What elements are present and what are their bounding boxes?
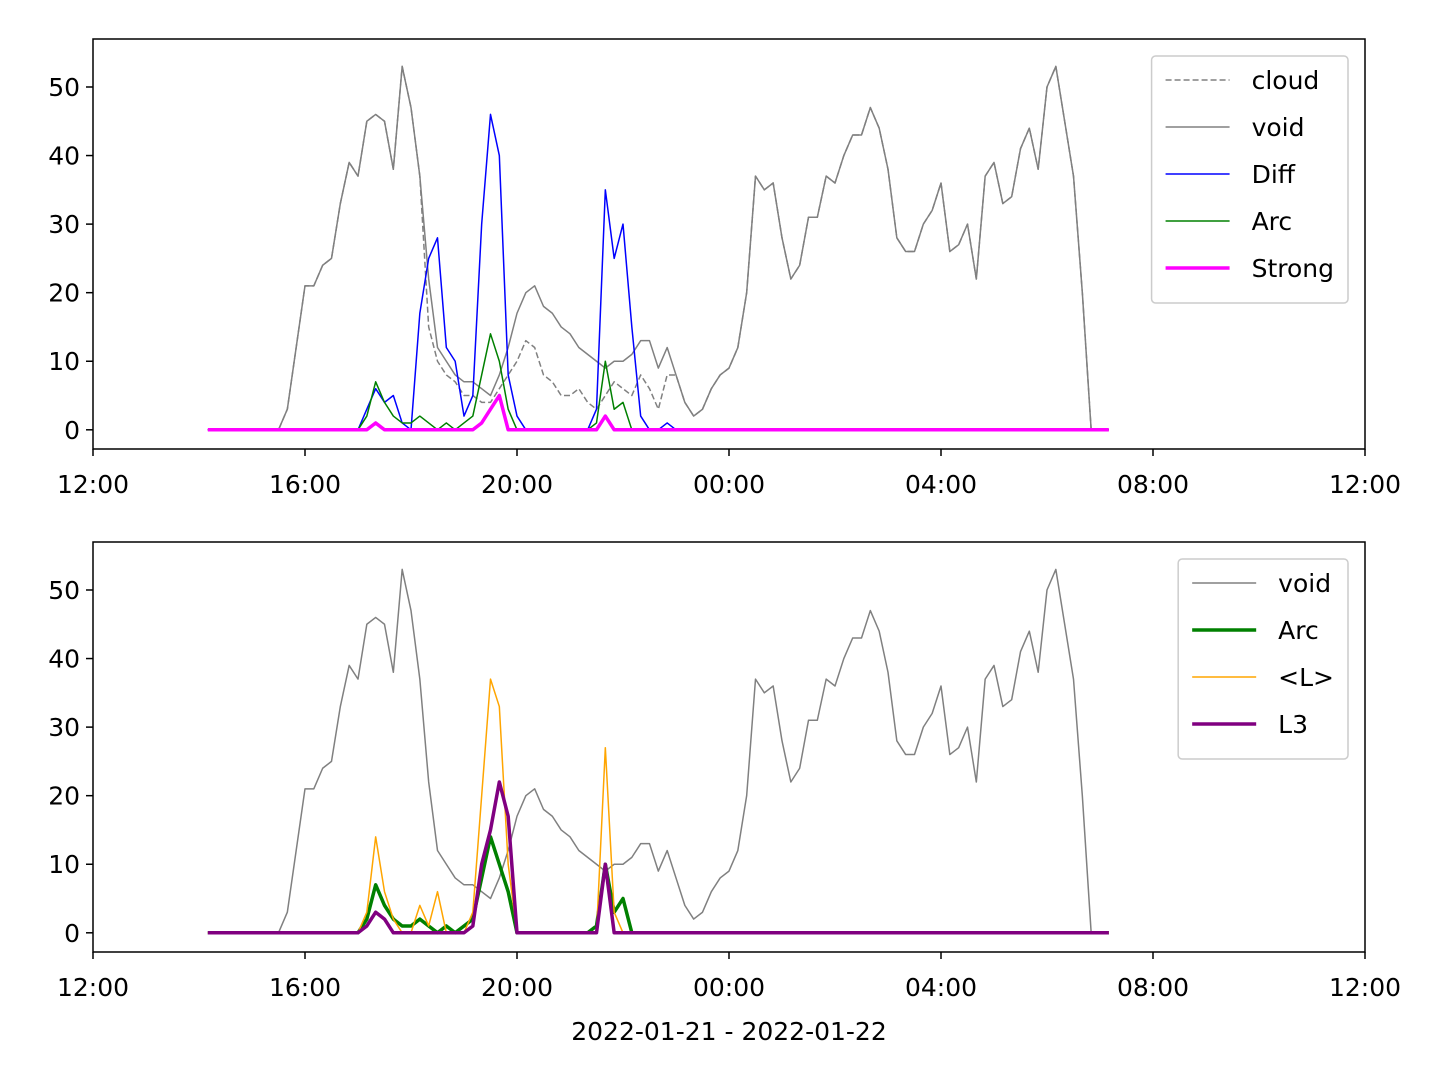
legend: cloud void Diff Arc Strong [1150,55,1349,304]
x-tick-label: 04:00 [905,973,977,1002]
series-line [207,678,1109,934]
x-tick-label: 00:00 [693,973,765,1002]
series-line [207,780,1109,935]
y-tick-label: 40 [48,142,80,171]
legend-label: cloud [1252,66,1320,95]
series-line [207,113,677,431]
x-tick-label: 12:00 [1329,470,1401,499]
legend-label: Arc [1278,616,1319,645]
legend-label: Diff [1252,160,1296,189]
legend-label: Arc [1252,207,1293,236]
series-line [207,333,1109,431]
y-tick-label: 20 [48,279,80,308]
y-tick-label: 10 [48,850,80,879]
y-tick-label: 0 [64,919,80,948]
y-tick-label: 0 [64,416,80,445]
series-line [207,65,1109,431]
y-tick-label: 20 [48,782,80,811]
legend: void Arc <L> L3 [1177,558,1349,760]
x-tick-label: 20:00 [481,470,553,499]
y-tick-label: 30 [48,210,80,239]
x-tick-label: 16:00 [269,470,341,499]
axes-frame [92,541,1366,953]
subplot: 0 10 20 30 40 50 12:00 16:00 20:00 00:00 04:00 08:0… [48,38,1401,499]
y-tick-label: 40 [48,645,80,674]
legend-label: void [1278,569,1331,598]
legend-box [1150,55,1349,304]
legend-label: Strong [1252,254,1334,283]
y-tick-label: 10 [48,347,80,376]
legend-label: <L> [1278,663,1334,692]
x-tick-label: 16:00 [269,973,341,1002]
x-tick-label: 12:00 [57,973,129,1002]
x-tick-label: 12:00 [1329,973,1401,1002]
legend-box [1177,558,1349,760]
x-tick-label: 12:00 [57,470,129,499]
y-tick-label: 30 [48,713,80,742]
y-tick-label: 50 [48,73,80,102]
x-tick-label: 00:00 [693,470,765,499]
legend-label: void [1252,113,1305,142]
series-line [207,65,1109,431]
y-tick-label: 50 [48,576,80,605]
series-line [207,568,1109,934]
x-tick-label: 20:00 [481,973,553,1002]
series-line [207,835,1109,935]
subplot: 0 10 20 30 40 50 12:00 16:00 20:00 00:00 04:00 08:0… [48,541,1401,1046]
x-axis-label: 2022-01-21 - 2022-01-22 [571,1017,887,1046]
x-tick-label: 04:00 [905,470,977,499]
x-tick-label: 08:00 [1117,973,1189,1002]
x-tick-label: 08:00 [1117,470,1189,499]
series-line [207,393,1109,432]
legend-label: L3 [1278,710,1308,739]
